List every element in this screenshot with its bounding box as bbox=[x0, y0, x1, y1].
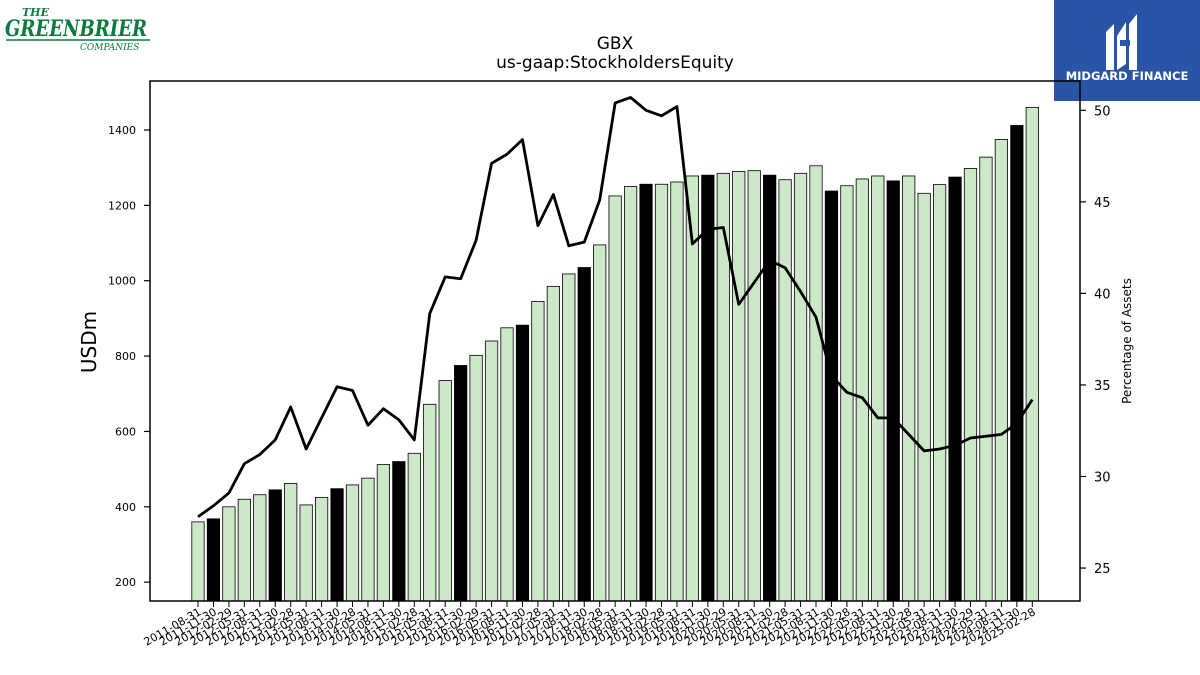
bar-2024-11-30 bbox=[1010, 125, 1024, 602]
bar-2013-02-28 bbox=[284, 483, 298, 602]
y-tick-label: 200 bbox=[115, 576, 136, 589]
bar-2024-05-31 bbox=[979, 156, 993, 602]
y2-tick-label: 40 bbox=[1094, 287, 1111, 302]
logo-text: MIDGARD FINANCE bbox=[1066, 69, 1189, 83]
bar-series bbox=[191, 106, 1039, 602]
bar-2018-11-30 bbox=[639, 183, 653, 602]
bar-2012-02-29 bbox=[222, 506, 236, 602]
bar-2016-05-31 bbox=[484, 340, 499, 602]
bar-2014-11-30 bbox=[392, 461, 406, 602]
bar-2019-02-28 bbox=[654, 183, 669, 602]
bar-2023-11-30 bbox=[948, 176, 962, 602]
bar-2023-08-31 bbox=[933, 184, 947, 602]
bar-2017-05-31 bbox=[546, 285, 560, 602]
bar-2022-08-31 bbox=[871, 175, 885, 602]
bar-2020-11-30 bbox=[763, 174, 777, 602]
chart-title: GBX bbox=[597, 34, 634, 54]
percentage-line bbox=[197, 96, 1034, 518]
bar-2015-11-30 bbox=[454, 365, 468, 602]
bar-2020-02-29 bbox=[716, 172, 730, 602]
bar-2021-08-31 bbox=[809, 165, 823, 602]
greenbrier-logo: THE GREENBRIER COMPANIES bbox=[5, 6, 150, 52]
bar-2021-05-31 bbox=[793, 172, 808, 602]
bar-2024-02-29 bbox=[963, 168, 978, 602]
bar-2016-11-30 bbox=[515, 324, 530, 602]
bar-2018-05-31 bbox=[608, 195, 622, 602]
bar-2011-08-31 bbox=[191, 521, 205, 602]
y-tick-label: 400 bbox=[115, 501, 136, 514]
bar-2013-08-31 bbox=[314, 496, 329, 602]
bar-2017-11-30 bbox=[577, 267, 591, 602]
y-tick-label: 600 bbox=[115, 425, 136, 438]
y2-axis-label: Percentage of Assets bbox=[1120, 278, 1134, 404]
bar-2025-02-28 bbox=[1025, 106, 1039, 602]
bar-2017-08-31 bbox=[562, 273, 576, 602]
logo-background bbox=[1054, 0, 1200, 101]
bar-2023-02-28 bbox=[902, 175, 916, 602]
bar-2022-11-30 bbox=[886, 180, 900, 602]
bar-2019-05-31 bbox=[670, 181, 684, 602]
y-axis-label: USDm bbox=[77, 311, 101, 373]
bar-2014-02-28 bbox=[345, 484, 360, 602]
left-axis-ticks: 200 400 600 800 1000 1200 1400 bbox=[108, 124, 150, 589]
bar-2018-08-31 bbox=[624, 186, 638, 602]
bar-2018-02-28 bbox=[593, 244, 607, 602]
bar-2023-05-31 bbox=[917, 192, 931, 602]
right-axis-ticks: 25 30 35 40 45 50 bbox=[1080, 104, 1111, 577]
y-tick-label: 800 bbox=[115, 350, 136, 363]
bar-2012-11-30 bbox=[268, 489, 282, 602]
bar-2013-05-31 bbox=[299, 504, 313, 602]
bar-2015-02-28 bbox=[407, 452, 421, 602]
bar-2011-11-30 bbox=[206, 518, 221, 602]
chart-subtitle: us-gaap:StockholdersEquity bbox=[496, 53, 734, 73]
bar-2020-08-31 bbox=[747, 170, 761, 602]
bar-2019-11-30 bbox=[701, 174, 715, 602]
logo-line-the: THE bbox=[22, 6, 50, 19]
bar-2024-08-31 bbox=[994, 139, 1009, 602]
bar-2012-08-31 bbox=[253, 494, 267, 602]
bar-2012-05-31 bbox=[237, 498, 251, 602]
bar-2014-05-31 bbox=[361, 477, 375, 602]
midgard-finance-logo: MIDGARD FINANCE bbox=[1054, 0, 1200, 101]
y-tick-label: 1200 bbox=[108, 199, 136, 212]
midgard-m-icon bbox=[1106, 14, 1137, 70]
bar-2016-08-31 bbox=[500, 327, 514, 602]
y2-tick-label: 45 bbox=[1094, 196, 1111, 211]
logo-line-greenbrier: GREENBRIER bbox=[5, 16, 147, 42]
bar-2016-02-29 bbox=[469, 354, 483, 602]
bar-2017-02-28 bbox=[531, 301, 545, 602]
bar-2020-05-31 bbox=[732, 171, 746, 602]
x-axis-ticks: 2011-08-312011-11-302012-02-292012-05-31… bbox=[142, 601, 1038, 649]
y2-tick-label: 50 bbox=[1094, 104, 1111, 119]
y2-tick-label: 30 bbox=[1094, 470, 1111, 485]
y-tick-label: 1400 bbox=[108, 124, 136, 137]
bar-2021-02-28 bbox=[778, 179, 792, 602]
logo-line-companies: COMPANIES bbox=[80, 43, 139, 52]
y2-tick-label: 35 bbox=[1094, 379, 1111, 394]
bar-2013-11-30 bbox=[330, 488, 344, 602]
bar-2015-08-31 bbox=[438, 380, 452, 602]
y2-tick-label: 25 bbox=[1094, 562, 1111, 577]
y-tick-label: 1000 bbox=[108, 275, 136, 288]
bar-2022-05-31 bbox=[855, 178, 869, 602]
bar-2021-11-30 bbox=[824, 190, 839, 602]
bar-2015-05-31 bbox=[423, 403, 437, 602]
bar-2014-08-31 bbox=[376, 464, 391, 602]
